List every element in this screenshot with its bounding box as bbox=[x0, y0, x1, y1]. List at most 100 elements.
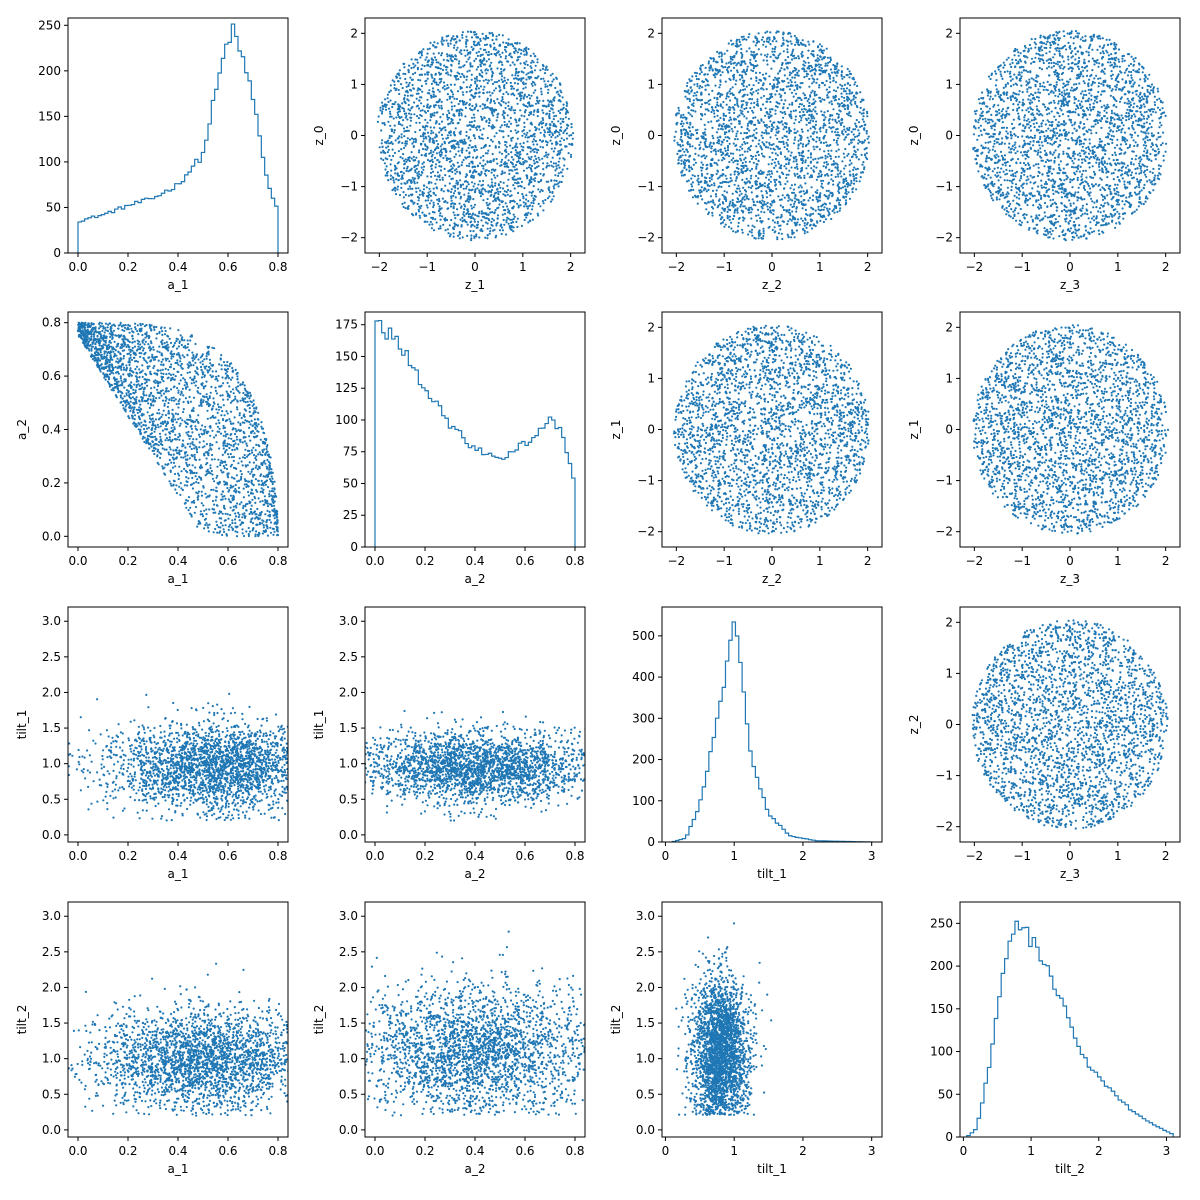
scatter-point bbox=[765, 132, 768, 135]
scatter-point bbox=[439, 227, 442, 230]
scatter-point bbox=[705, 168, 708, 171]
scatter-point bbox=[743, 60, 746, 64]
scatter-point bbox=[758, 201, 761, 204]
scatter-point bbox=[523, 93, 526, 96]
scatter-point bbox=[548, 112, 551, 116]
scatter-point bbox=[810, 227, 814, 230]
scatter-point bbox=[815, 220, 819, 223]
scatter-point bbox=[745, 69, 748, 73]
scatter-point bbox=[738, 120, 742, 123]
scatter-point bbox=[689, 189, 692, 192]
scatter-point bbox=[793, 54, 796, 57]
scatter-point bbox=[494, 197, 497, 200]
scatter-point bbox=[548, 101, 551, 104]
scatter-point bbox=[465, 164, 468, 167]
scatter-point bbox=[839, 170, 843, 173]
scatter-point bbox=[457, 102, 460, 106]
scatter-point bbox=[559, 143, 563, 146]
scatter-point bbox=[475, 85, 479, 88]
scatter-point bbox=[447, 122, 450, 125]
scatter-point bbox=[857, 129, 860, 132]
scatter-point bbox=[546, 85, 549, 88]
scatter-point bbox=[768, 156, 771, 159]
scatter-point bbox=[809, 64, 813, 67]
scatter-point bbox=[749, 169, 752, 172]
scatter-point bbox=[817, 212, 820, 215]
scatter-point bbox=[429, 151, 432, 154]
scatter-point bbox=[470, 189, 473, 192]
scatter-point bbox=[499, 229, 502, 232]
scatter-point bbox=[844, 199, 848, 202]
scatter-point bbox=[543, 80, 546, 83]
scatter-point bbox=[783, 196, 786, 199]
scatter-point bbox=[408, 81, 411, 85]
scatter-point bbox=[432, 201, 435, 204]
scatter-point bbox=[478, 74, 482, 77]
scatter-point bbox=[438, 165, 441, 168]
scatter-point bbox=[771, 47, 774, 50]
scatter-point bbox=[438, 178, 442, 181]
scatter-point bbox=[745, 38, 748, 41]
scatter-point bbox=[707, 212, 710, 216]
scatter-point bbox=[706, 73, 709, 76]
scatter-point bbox=[773, 50, 776, 53]
scatter-point bbox=[384, 174, 387, 177]
scatter-point bbox=[827, 189, 830, 192]
scatter-point bbox=[462, 213, 465, 216]
scatter-point bbox=[680, 114, 683, 117]
scatter-point bbox=[498, 86, 501, 89]
scatter-point bbox=[496, 162, 499, 165]
scatter-point bbox=[431, 63, 434, 66]
scatter-point bbox=[798, 201, 801, 204]
scatter-point bbox=[689, 145, 692, 148]
scatter-point bbox=[440, 148, 443, 151]
scatter-point bbox=[865, 152, 868, 155]
scatter-point bbox=[807, 65, 810, 68]
scatter-point bbox=[777, 232, 781, 235]
scatter-point bbox=[736, 200, 739, 204]
scatter-point bbox=[842, 152, 845, 155]
scatter-point bbox=[401, 202, 404, 205]
scatter-point bbox=[428, 223, 431, 226]
scatter-point bbox=[389, 174, 392, 177]
scatter-point bbox=[479, 85, 483, 88]
scatter-point bbox=[794, 115, 798, 118]
scatter-point bbox=[419, 142, 422, 145]
scatter-point bbox=[477, 87, 480, 90]
scatter-point bbox=[431, 112, 434, 115]
scatter-point bbox=[727, 225, 731, 228]
scatter-point bbox=[519, 184, 522, 187]
scatter-point bbox=[778, 140, 781, 143]
scatter-point bbox=[803, 229, 806, 233]
scatter-point bbox=[828, 168, 831, 171]
scatter-point bbox=[815, 120, 818, 123]
scatter-point bbox=[497, 101, 501, 104]
scatter-point bbox=[400, 148, 403, 151]
scatter-point bbox=[779, 224, 782, 227]
scatter-point bbox=[696, 99, 699, 102]
scatter-point bbox=[772, 36, 776, 39]
scatter-point bbox=[426, 77, 429, 80]
scatter-point bbox=[487, 191, 490, 194]
scatter-point bbox=[440, 165, 443, 168]
scatter-point bbox=[813, 148, 816, 151]
scatter-point bbox=[838, 134, 841, 137]
scatter-point bbox=[512, 230, 515, 233]
scatter-point bbox=[383, 162, 386, 165]
scatter-point bbox=[419, 56, 422, 59]
scatter-point bbox=[461, 31, 464, 34]
scatter-point bbox=[467, 165, 471, 168]
scatter-point bbox=[454, 153, 458, 156]
scatter-point bbox=[813, 92, 816, 95]
scatter-point bbox=[453, 44, 456, 47]
scatter-point bbox=[422, 48, 425, 51]
scatter-point bbox=[754, 59, 757, 63]
scatter-point bbox=[684, 95, 687, 98]
scatter-point bbox=[751, 208, 754, 211]
scatter-point bbox=[818, 139, 821, 142]
scatter-point bbox=[762, 142, 765, 146]
scatter-point bbox=[438, 127, 441, 130]
scatter-point bbox=[714, 76, 717, 79]
scatter-point bbox=[465, 90, 468, 94]
scatter-point bbox=[786, 157, 789, 160]
